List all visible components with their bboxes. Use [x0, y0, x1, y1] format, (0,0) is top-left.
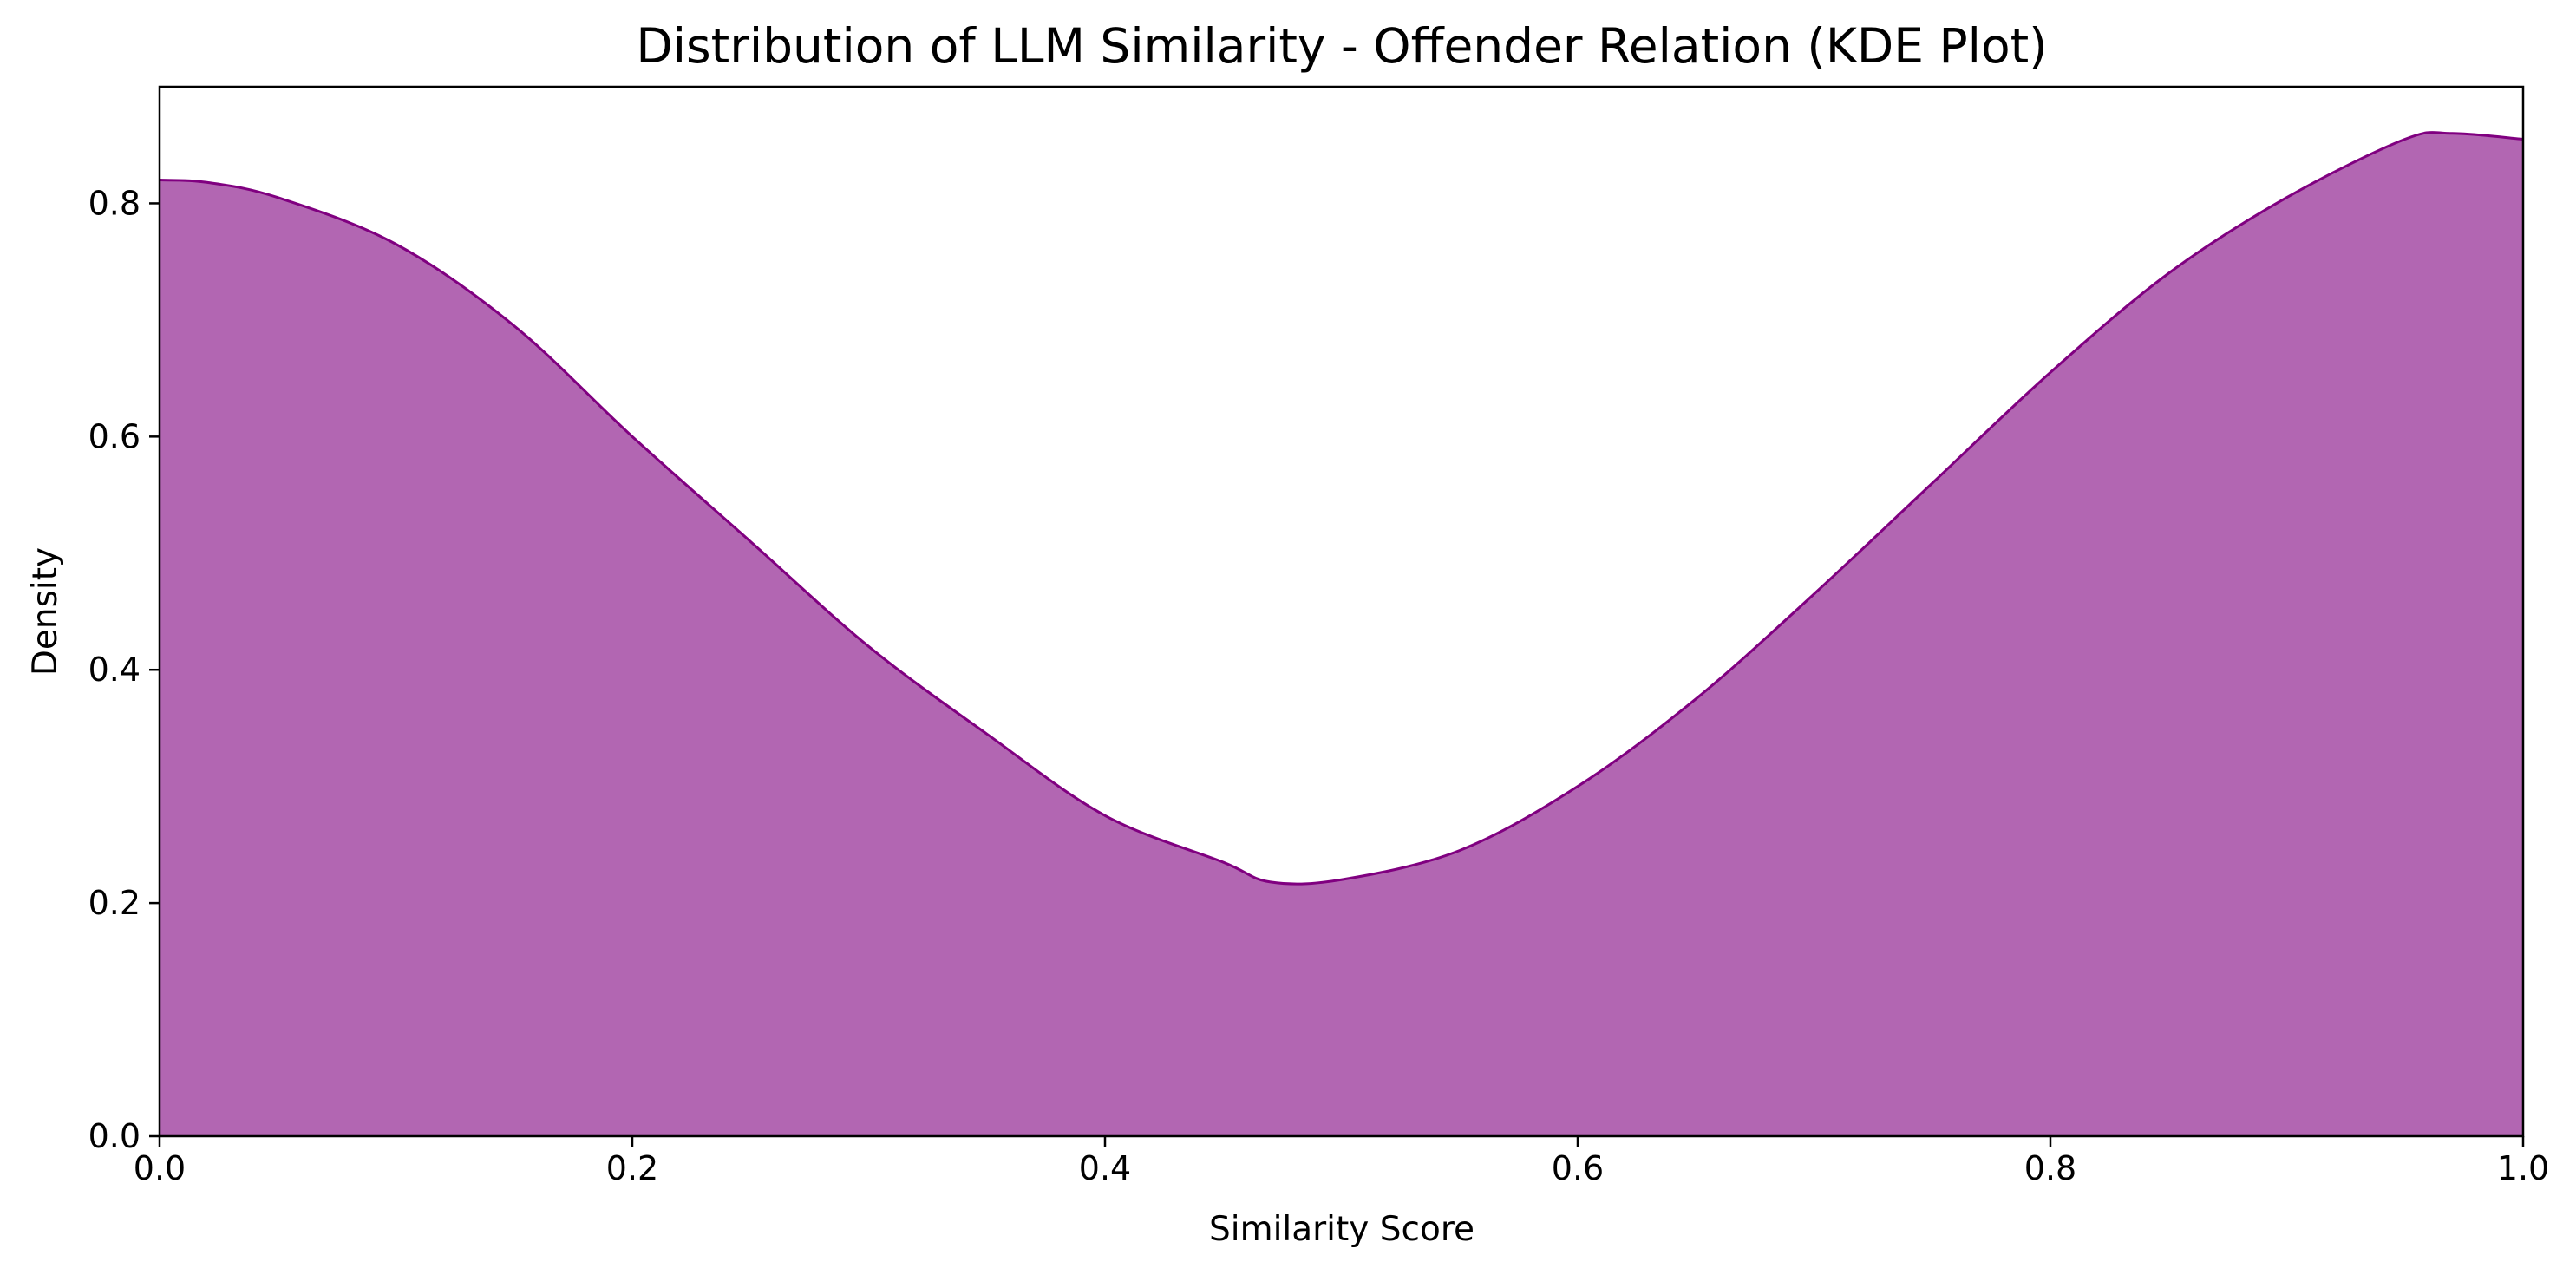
plot-frame [158, 85, 2525, 1138]
x-tick-label: 0.8 [2024, 1149, 2076, 1187]
y-tick-label: 0.8 [88, 184, 141, 222]
y-tick-label: 0.2 [88, 884, 141, 922]
x-tick-label: 0.0 [134, 1149, 186, 1187]
x-axis-label: Similarity Score [1209, 1210, 1474, 1249]
kde-density-line [159, 131, 2524, 886]
kde-area-fill [160, 132, 2523, 1136]
x-tick-label: 0.4 [1079, 1149, 1131, 1187]
y-tick-label: 0.6 [88, 417, 141, 455]
plot-area [159, 131, 2524, 1136]
chart-title: Distribution of LLM Similarity - Offende… [636, 18, 2047, 74]
y-axis-label: Density [26, 547, 65, 676]
x-tick-label: 0.2 [606, 1149, 658, 1187]
x-tick-label: 1.0 [2497, 1149, 2549, 1187]
y-tick-label: 0.4 [88, 651, 141, 689]
x-tick-label: 0.6 [1552, 1149, 1604, 1187]
y-tick-label: 0.0 [88, 1117, 141, 1155]
axes-ticks: 0.0 0.2 0.4 0.6 0.8 1.0 0.0 0.2 0.4 0.6 0.8 [88, 184, 2550, 1187]
